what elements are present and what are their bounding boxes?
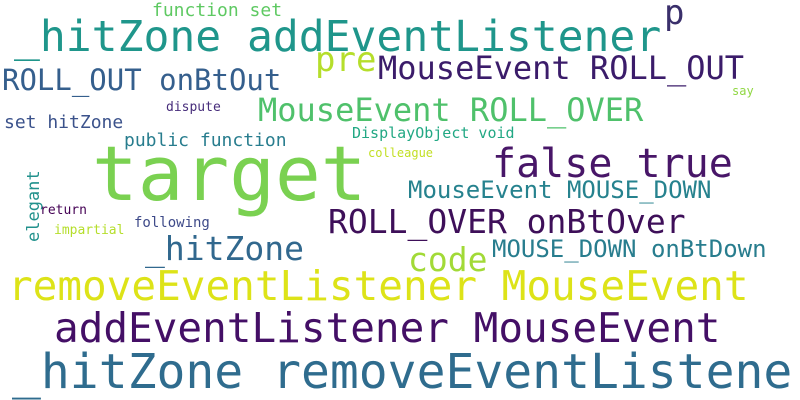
word-hitzone-removeeventlistener: _hitZone removeEventListener (12, 344, 800, 400)
word-displayobject-void: DisplayObject void (352, 124, 515, 142)
word-dispute: dispute (166, 100, 221, 115)
word-roll-over-onbtover: ROLL_OVER onBtOver (328, 202, 686, 241)
word-hitzone-addeventlistener: _hitZone addEventListener (14, 12, 662, 62)
word-say: say (732, 84, 754, 98)
word-set-hitzone: set hitZone (4, 112, 124, 133)
word-function-set: function set (152, 0, 283, 21)
word-pre: pre (315, 40, 377, 80)
word-code: code (408, 240, 488, 279)
word-return: return (40, 203, 87, 218)
word-mouse-down-onbtdown: MOUSE_DOWN onBtDown (492, 235, 767, 263)
word-impartial: impartial (54, 223, 125, 238)
word-p: p (664, 0, 685, 33)
word-removeeventlistener-mouseevent: removeEventListener MouseEvent (8, 262, 749, 310)
word-addeventlistener-mouseevent: addEventListener MouseEvent (54, 304, 721, 352)
word-mouseevent-roll-out: MouseEvent ROLL_OUT (378, 49, 745, 87)
word-mouseevent-mouse-down: MouseEvent MOUSE_DOWN (408, 176, 712, 204)
word-following: following (134, 215, 210, 231)
word-target: target (92, 129, 367, 218)
word-hitzone: _hitZone (145, 229, 304, 268)
word-colleague: colleague (368, 146, 434, 160)
word-false-true: false true (492, 141, 733, 187)
word-roll-out-onbtout: ROLL_OUT onBtOut (2, 63, 282, 97)
word-mouseevent-roll-over: MouseEvent ROLL_OVER (258, 91, 644, 129)
word-public-function: public function (124, 130, 287, 151)
